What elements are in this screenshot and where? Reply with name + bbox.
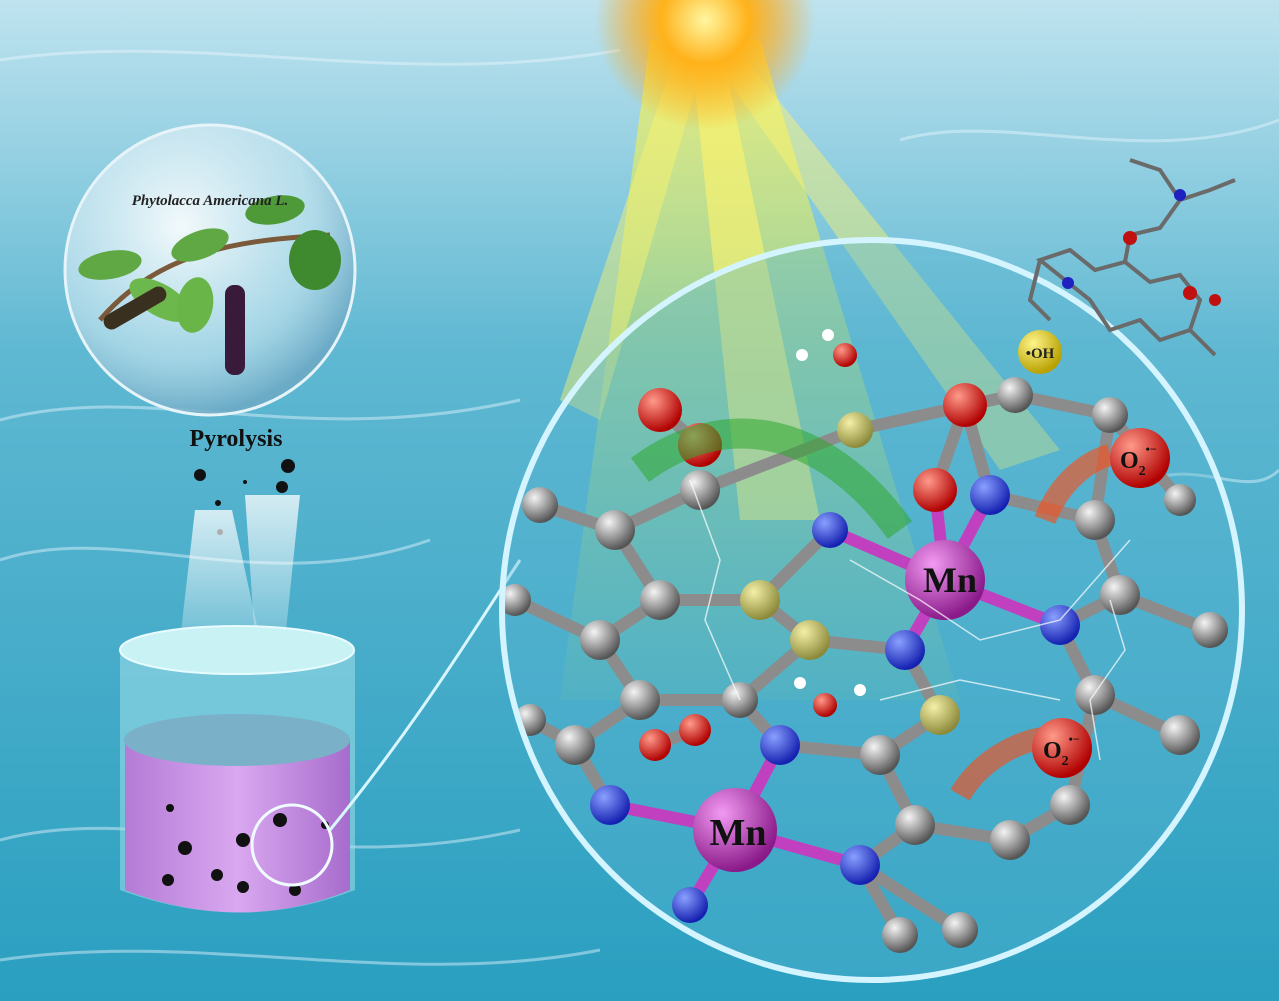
plant bbox=[78, 195, 341, 375]
atom bbox=[679, 714, 711, 746]
atom bbox=[1100, 575, 1140, 615]
atom bbox=[1192, 612, 1228, 648]
atom bbox=[840, 845, 880, 885]
plant-name: Phytolacca Americana L. bbox=[132, 193, 289, 209]
atom bbox=[502, 584, 531, 616]
atom bbox=[882, 917, 918, 953]
atom bbox=[990, 820, 1030, 860]
superoxide-sup: •− bbox=[1146, 442, 1157, 456]
superoxide-sphere bbox=[1032, 718, 1092, 778]
atom bbox=[1075, 500, 1115, 540]
atom bbox=[580, 620, 620, 660]
atom bbox=[942, 912, 978, 948]
sun bbox=[595, 0, 815, 130]
superoxide-sphere bbox=[1110, 428, 1170, 488]
atom bbox=[760, 725, 800, 765]
atom bbox=[812, 512, 848, 548]
atom bbox=[1092, 397, 1128, 433]
vapor-beams bbox=[180, 495, 300, 640]
superoxide-sub: 2 bbox=[1139, 464, 1146, 479]
water-molecule bbox=[794, 329, 866, 717]
beaker bbox=[119, 559, 522, 913]
atom bbox=[895, 805, 935, 845]
bond bbox=[694, 424, 861, 496]
superoxide-label: O2•− bbox=[1043, 732, 1080, 769]
process-label: Pyrolysis bbox=[190, 426, 283, 452]
atom bbox=[1050, 785, 1090, 825]
atom bbox=[913, 468, 957, 512]
superoxide-base: O bbox=[1043, 738, 1062, 764]
sun-rays bbox=[560, 40, 1060, 700]
atom bbox=[693, 788, 777, 872]
lens-rim bbox=[499, 237, 1245, 983]
superoxide-base: O bbox=[1120, 448, 1139, 474]
atom bbox=[943, 383, 987, 427]
superoxide-label: O2•− bbox=[1120, 442, 1157, 479]
atom bbox=[672, 887, 708, 923]
atom bbox=[1164, 484, 1196, 516]
atom bbox=[790, 620, 830, 660]
atom bbox=[680, 470, 720, 510]
atom bbox=[555, 725, 595, 765]
hydroxyl-label: •OH bbox=[1026, 346, 1055, 362]
hydroxyl-radical bbox=[1018, 330, 1062, 374]
atom bbox=[522, 487, 558, 523]
atom bbox=[1075, 675, 1115, 715]
atom bbox=[1160, 715, 1200, 755]
atom bbox=[639, 729, 671, 761]
atom bbox=[837, 412, 873, 448]
atom bbox=[740, 580, 780, 620]
mn-label: Mn bbox=[710, 812, 767, 854]
superoxide-sub: 2 bbox=[1062, 754, 1069, 769]
atom bbox=[1040, 605, 1080, 645]
superoxide-sup: •− bbox=[1069, 732, 1080, 746]
atom bbox=[860, 735, 900, 775]
bond bbox=[849, 389, 1021, 436]
atom bbox=[997, 377, 1033, 413]
atom bbox=[885, 630, 925, 670]
atom bbox=[640, 580, 680, 620]
atom bbox=[920, 695, 960, 735]
mn-label: Mn bbox=[923, 560, 977, 600]
atom bbox=[970, 475, 1010, 515]
dye-molecule bbox=[1027, 158, 1236, 357]
atom bbox=[590, 785, 630, 825]
atom bbox=[595, 510, 635, 550]
atom bbox=[620, 680, 660, 720]
atom bbox=[905, 540, 985, 620]
catalyst-lattice bbox=[502, 240, 1242, 980]
atom bbox=[638, 388, 682, 432]
